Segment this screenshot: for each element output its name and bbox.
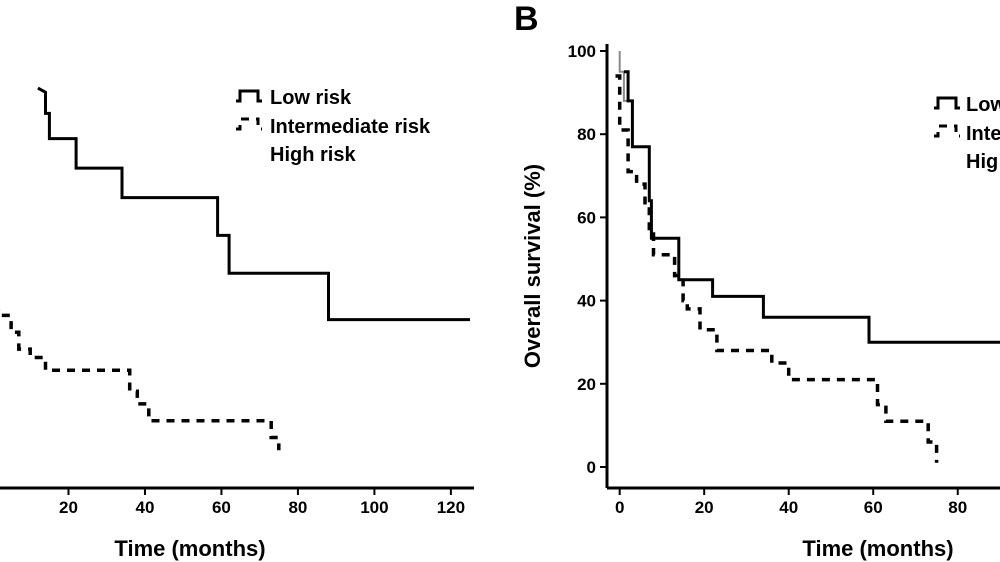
legend-b-intermediate-label: Inte	[966, 123, 1000, 145]
y-tick-label: 20	[577, 375, 596, 394]
legend-b-high-label: Hig	[966, 151, 998, 173]
x-tick-label: 60	[864, 498, 883, 517]
legend-b-low-label: Low	[966, 94, 1000, 116]
x-tick-label: 40	[135, 498, 154, 517]
panel-a-x-label: Time (months)	[114, 536, 265, 561]
y-tick-label: 80	[577, 125, 596, 144]
x-tick-label: 0	[615, 498, 624, 517]
x-tick-label: 20	[59, 498, 78, 517]
y-tick-label: 40	[577, 292, 596, 311]
panel-b-legend: Low Inte Hig	[934, 94, 1000, 173]
panel-a-x-ticks: 20 40 60 80 100 120	[59, 488, 465, 517]
x-tick-label: 80	[948, 498, 967, 517]
series-intermediate-risk-line	[0, 309, 281, 451]
x-tick-label: 20	[695, 498, 714, 517]
legend-low-risk-label: Low risk	[270, 87, 352, 109]
y-tick-label: 60	[577, 208, 596, 227]
series-low-risk-line	[37, 86, 470, 322]
panel-b-x-label: Time (months)	[802, 536, 953, 561]
panel-a-legend: Low risk Intermediate risk High risk	[236, 87, 431, 166]
legend-b-low-swatch	[934, 96, 960, 110]
panel-b-y-ticks: 0 20 40 60 80 100	[568, 42, 607, 477]
y-tick-label: 100	[568, 42, 596, 61]
legend-intermediate-risk-swatch	[236, 117, 262, 131]
x-tick-label: 120	[437, 498, 465, 517]
panel-b-y-label: Overall survival (%)	[520, 164, 545, 368]
legend-b-intermediate-swatch	[934, 124, 960, 138]
panel-a-series	[0, 86, 470, 451]
x-tick-label: 100	[360, 498, 388, 517]
legend-high-risk-label: High risk	[270, 144, 356, 166]
panel-b-letter: B	[514, 0, 539, 38]
legend-intermediate-risk-label: Intermediate risk	[270, 116, 431, 138]
series-intermediate-risk-line	[615, 74, 939, 463]
panel-b-series	[615, 51, 1000, 463]
series-low-risk-line	[623, 70, 1000, 344]
legend-low-risk-swatch	[236, 89, 262, 103]
x-tick-label: 80	[288, 498, 307, 517]
x-tick-label: 60	[212, 498, 231, 517]
x-tick-label: 40	[779, 498, 798, 517]
y-tick-label: 0	[587, 458, 596, 477]
panel-b-x-ticks: 0 20 40 60 80	[615, 488, 967, 517]
